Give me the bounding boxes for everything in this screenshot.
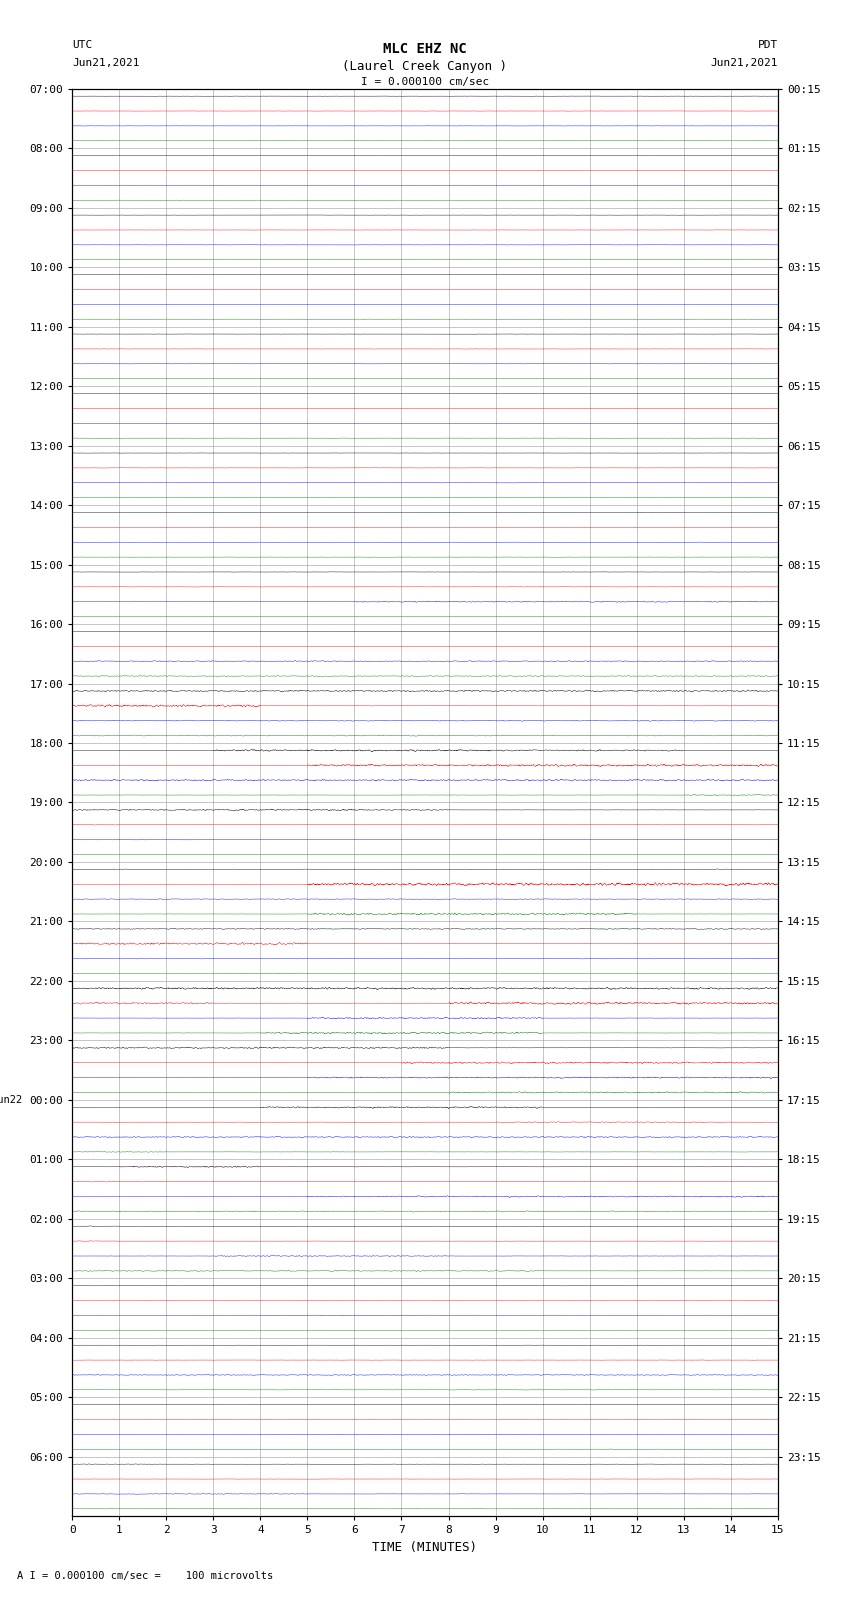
Text: Jun22: Jun22 xyxy=(0,1095,23,1105)
Text: (Laurel Creek Canyon ): (Laurel Creek Canyon ) xyxy=(343,60,507,73)
Text: UTC: UTC xyxy=(72,40,93,50)
Text: Jun21,2021: Jun21,2021 xyxy=(72,58,139,68)
Text: MLC EHZ NC: MLC EHZ NC xyxy=(383,42,467,56)
Text: I = 0.000100 cm/sec: I = 0.000100 cm/sec xyxy=(361,77,489,87)
Text: Jun21,2021: Jun21,2021 xyxy=(711,58,778,68)
Text: PDT: PDT xyxy=(757,40,778,50)
Text: A I = 0.000100 cm/sec =    100 microvolts: A I = 0.000100 cm/sec = 100 microvolts xyxy=(17,1571,273,1581)
X-axis label: TIME (MINUTES): TIME (MINUTES) xyxy=(372,1540,478,1553)
